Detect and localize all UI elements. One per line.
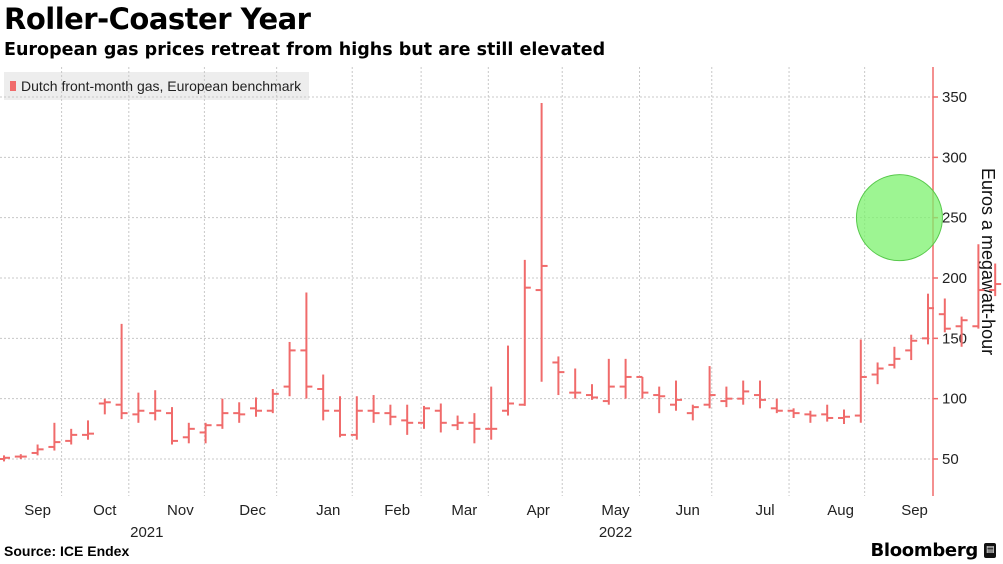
x-tick-label: Oct xyxy=(93,502,117,519)
chart-title: Roller-Coaster Year xyxy=(4,2,311,36)
y-tick-label: 200 xyxy=(942,270,967,287)
x-tick-label: Aug xyxy=(827,502,854,519)
brand-name: Bloomberg xyxy=(870,540,978,561)
y-tick-label: 150 xyxy=(942,330,967,347)
legend: Dutch front-month gas, European benchmar… xyxy=(4,72,310,100)
chart-subtitle: European gas prices retreat from highs b… xyxy=(4,40,606,60)
x-tick-label: Dec xyxy=(239,502,266,519)
source-note: Source: ICE Endex xyxy=(4,543,130,559)
legend-swatch xyxy=(10,81,16,91)
y-tick-label: 50 xyxy=(942,451,959,468)
highlight-circle xyxy=(855,174,943,262)
bloomberg-logo-icon: ▤ xyxy=(984,543,996,558)
x-tick-label: Apr xyxy=(527,502,550,519)
x-tick-label: May xyxy=(601,502,630,519)
y-tick-label: 100 xyxy=(942,391,967,408)
year-label: 2022 xyxy=(599,524,632,541)
x-tick-label: Jan xyxy=(316,502,340,519)
y-tick-label: 350 xyxy=(942,89,967,106)
x-tick-label: Mar xyxy=(451,502,477,519)
y-tick-label: 300 xyxy=(942,149,967,166)
x-tick-label: Nov xyxy=(167,502,194,519)
x-tick-label: Jun xyxy=(676,502,700,519)
y-axis-label: Euros a megawatt-hour xyxy=(978,168,998,355)
y-tick-label: 250 xyxy=(942,210,967,227)
x-tick-label: Sep xyxy=(24,502,51,519)
brand-logo: Bloomberg ▤ xyxy=(870,540,996,561)
legend-label: Dutch front-month gas, European benchmar… xyxy=(21,78,302,94)
x-tick-label: Jul xyxy=(755,502,774,519)
x-tick-label: Sep xyxy=(901,502,928,519)
year-label: 2021 xyxy=(130,524,163,541)
x-tick-label: Feb xyxy=(384,502,410,519)
